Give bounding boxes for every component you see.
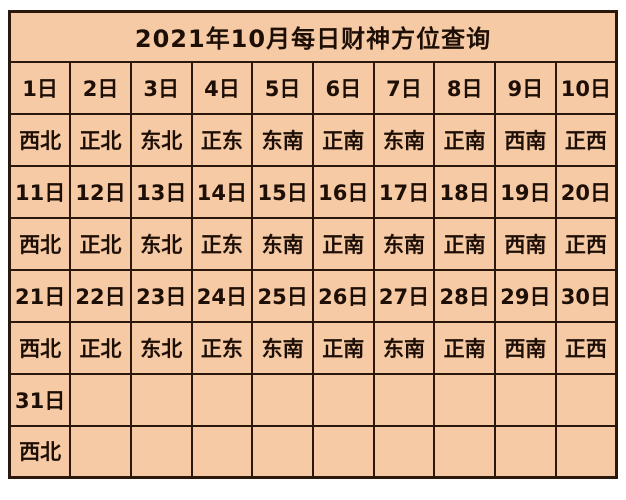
- date-cell: 14日: [190, 164, 254, 219]
- date-cell: 9日: [494, 60, 557, 115]
- date-cell: [311, 372, 375, 427]
- date-cell: 18日: [433, 164, 496, 219]
- direction-cell: 东北: [129, 112, 193, 167]
- date-cell: 27日: [372, 268, 436, 323]
- direction-cell: 东南: [372, 320, 436, 375]
- date-cell: [433, 372, 496, 427]
- date-cell: 24日: [190, 268, 254, 323]
- direction-cell: 正南: [433, 216, 496, 271]
- table-body: 1日 2日 3日 4日 5日 6日 7日 8日 9日 10日 西北 正北 东北 正东 东南 正南 东南 正南 西南正…: [8, 60, 618, 479]
- direction-cell: [69, 424, 132, 479]
- direction-cell: 正东: [190, 320, 254, 375]
- page-title: 2021年10月每日财神方位查询: [8, 10, 618, 63]
- direction-cell: 西北: [8, 320, 72, 375]
- date-cell: 4日: [190, 60, 254, 115]
- date-cell: 28日: [433, 268, 496, 323]
- table-row: 31日: [8, 372, 618, 427]
- direction-cell: 正西: [554, 320, 618, 375]
- direction-cell: 东南: [372, 216, 436, 271]
- direction-cell: [554, 424, 618, 479]
- direction-cell: [311, 424, 375, 479]
- date-cell: 23日: [129, 268, 193, 323]
- date-cell: 5日: [251, 60, 314, 115]
- date-cell: 3日: [129, 60, 193, 115]
- date-cell: 1日: [8, 60, 72, 115]
- direction-cell: 东北: [129, 216, 193, 271]
- date-cell: 11日: [8, 164, 72, 219]
- direction-cell: [372, 424, 436, 479]
- date-cell: 8日: [433, 60, 496, 115]
- table-row: 西北 正北 东北 正东 东南 正南 东南 正南 西南 正西: [8, 320, 618, 375]
- direction-cell: [251, 424, 314, 479]
- direction-cell: 正北: [69, 320, 132, 375]
- direction-cell: [494, 424, 557, 479]
- date-cell: 16日: [311, 164, 375, 219]
- date-cell: 17日: [372, 164, 436, 219]
- table-row: 西北 正北 东北 正东 东南 正南 东南 正南 西南 正西: [8, 112, 618, 167]
- direction-cell: 西北: [8, 112, 72, 167]
- date-cell: 7日: [372, 60, 436, 115]
- date-cell: 15日: [251, 164, 314, 219]
- table-row: 西北 正北 东北 正东 东南 正南 东南 正南 西南 正西: [8, 216, 618, 271]
- table-row: 1日 2日 3日 4日 5日 6日 7日 8日 9日 10日: [8, 60, 618, 115]
- direction-cell: 西北: [8, 216, 72, 271]
- direction-cell: 正南: [433, 320, 496, 375]
- title-row: 2021年10月每日财神方位查询: [8, 10, 618, 63]
- direction-cell: 正北: [69, 112, 132, 167]
- direction-cell: [433, 424, 496, 479]
- direction-cell: 东北: [129, 320, 193, 375]
- table-row: 21日 22日 23日 24日 25日 26日 27日 28日 29日 30日: [8, 268, 618, 323]
- direction-cell: 正东: [190, 112, 254, 167]
- date-cell: [554, 372, 618, 427]
- date-cell: 20日: [554, 164, 618, 219]
- wealth-direction-table: 2021年10月每日财神方位查询 1日 2日 3日 4日 5日 6日 7日 8日 9日 10日 西北…: [8, 10, 618, 479]
- direction-cell: 西南: [494, 216, 557, 271]
- direction-cell: 正西: [554, 216, 618, 271]
- date-cell: [190, 372, 254, 427]
- direction-cell: 正南: [433, 112, 496, 167]
- date-cell: [494, 372, 557, 427]
- table-row: 11日 12日 13日 14日 15日 16日 17日 18日 19日 20日: [8, 164, 618, 219]
- date-cell: 26日: [311, 268, 375, 323]
- direction-cell: 西北: [8, 424, 72, 479]
- date-cell: 29日: [494, 268, 557, 323]
- direction-cell: 西南: [494, 112, 557, 167]
- direction-cell: 正南: [311, 112, 375, 167]
- date-cell: 6日: [311, 60, 375, 115]
- date-cell: [129, 372, 193, 427]
- date-cell: [251, 372, 314, 427]
- date-cell: 25日: [251, 268, 314, 323]
- date-cell: 2日: [69, 60, 132, 115]
- direction-cell: 正南: [311, 216, 375, 271]
- date-cell: 19日: [494, 164, 557, 219]
- date-cell: 10日: [554, 60, 618, 115]
- date-cell: 12日: [69, 164, 132, 219]
- date-cell: 21日: [8, 268, 72, 323]
- date-cell: 13日: [129, 164, 193, 219]
- direction-cell: 东南: [372, 112, 436, 167]
- direction-cell: 东南: [251, 216, 314, 271]
- date-cell: 31日: [8, 372, 72, 427]
- direction-cell: [129, 424, 193, 479]
- date-cell: [69, 372, 132, 427]
- date-cell: [372, 372, 436, 427]
- date-cell: 30日: [554, 268, 618, 323]
- direction-cell: 西南: [494, 320, 557, 375]
- direction-cell: 正西: [554, 112, 618, 167]
- table-row: 西北: [8, 424, 618, 479]
- date-cell: 22日: [69, 268, 132, 323]
- direction-cell: [190, 424, 254, 479]
- direction-cell: 正北: [69, 216, 132, 271]
- direction-cell: 正东: [190, 216, 254, 271]
- direction-cell: 正南: [311, 320, 375, 375]
- direction-cell: 东南: [251, 320, 314, 375]
- direction-cell: 东南: [251, 112, 314, 167]
